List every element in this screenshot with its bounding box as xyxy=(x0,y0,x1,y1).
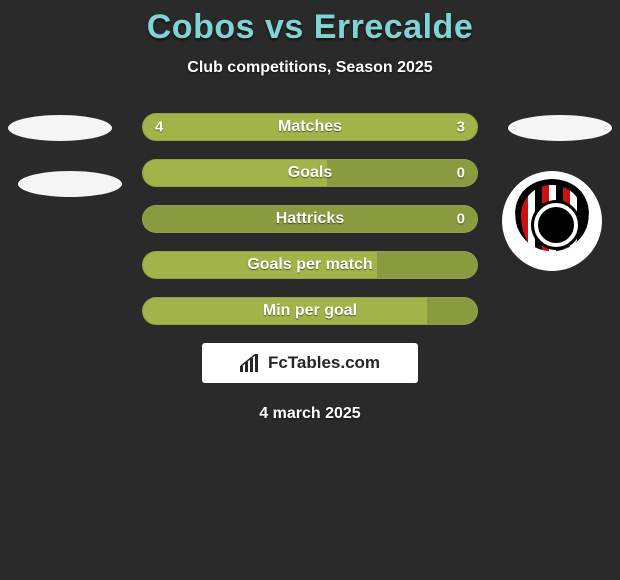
subtitle: Club competitions, Season 2025 xyxy=(0,59,620,77)
stat-value-right: 0 xyxy=(457,211,465,228)
player-right-club-badge xyxy=(502,171,602,271)
club-crest-icon xyxy=(515,179,589,263)
brand-text: FcTables.com xyxy=(268,353,380,373)
stat-bar: Goals per match xyxy=(142,251,478,279)
stat-bar: Matches4 3 xyxy=(142,113,478,141)
player-right-avatar-placeholder xyxy=(508,115,612,141)
date-text: 4 march 2025 xyxy=(0,405,620,423)
stat-value-left: 4 xyxy=(155,119,163,136)
brand-card[interactable]: FcTables.com xyxy=(202,343,418,383)
page-title: Cobos vs Errecalde xyxy=(0,8,620,47)
stat-label: Goals per match xyxy=(143,256,477,274)
stat-bar: Goals0 xyxy=(142,159,478,187)
stat-value-right: 3 xyxy=(457,119,465,136)
stat-bar: Min per goal xyxy=(142,297,478,325)
stat-label: Hattricks xyxy=(143,210,477,228)
player-left-avatar-placeholder xyxy=(8,115,112,141)
bar-chart-icon xyxy=(240,354,262,372)
stat-value-right: 0 xyxy=(457,165,465,182)
player-left-club-badge-placeholder xyxy=(18,171,122,197)
stat-bar: Hattricks0 xyxy=(142,205,478,233)
stat-label: Goals xyxy=(143,164,477,182)
stat-label: Min per goal xyxy=(143,302,477,320)
stat-label: Matches xyxy=(143,118,477,136)
